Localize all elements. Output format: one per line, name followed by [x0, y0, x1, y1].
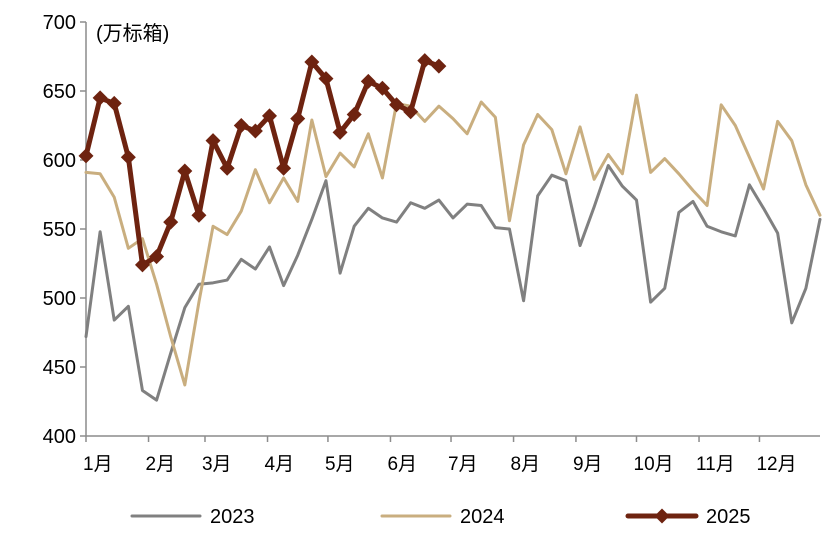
data-point	[78, 148, 94, 164]
data-point	[360, 73, 376, 89]
x-tick-label: 1月	[83, 454, 113, 475]
series-2025	[78, 53, 447, 273]
data-point	[332, 124, 348, 140]
series-2023	[84, 164, 822, 402]
y-tick-label: 450	[43, 357, 76, 379]
x-tick-label: 8月	[511, 454, 541, 475]
data-point	[149, 249, 165, 265]
y-tick-label: 550	[43, 219, 76, 241]
data-point	[205, 133, 221, 149]
x-tick-label: 5月	[325, 454, 355, 475]
series-line-2024	[84, 93, 822, 387]
data-point	[247, 123, 263, 139]
x-tick-label: 12月	[756, 454, 796, 475]
legend-label: 2024	[460, 506, 505, 528]
data-point	[290, 111, 306, 127]
y-tick-label: 500	[43, 288, 76, 310]
data-point	[134, 257, 150, 273]
y-tick-label: 400	[43, 426, 76, 448]
y-axis-label: (万标箱)	[96, 22, 169, 45]
data-point	[431, 58, 447, 74]
x-tick-label: 11月	[696, 454, 735, 475]
x-tick-label: 10月	[634, 454, 674, 475]
x-tick-label: 3月	[202, 454, 232, 475]
legend: 2023 2024 2025	[130, 506, 751, 528]
x-tick-label: 6月	[387, 454, 417, 475]
x-tick-label: 4月	[265, 454, 295, 475]
legend-item-2024: 2024	[380, 506, 505, 528]
data-point	[233, 118, 249, 133]
x-tick-label: 2月	[146, 454, 176, 475]
data-point	[120, 149, 136, 165]
legend-label: 2023	[210, 506, 255, 528]
y-tick-label: 700	[43, 12, 76, 34]
data-point	[177, 163, 193, 179]
data-point	[262, 108, 277, 124]
x-tick-label: 7月	[448, 454, 478, 475]
y-tick-label: 600	[43, 150, 76, 172]
legend-label: 2025	[706, 506, 751, 528]
data-point	[417, 53, 433, 69]
data-point	[389, 97, 405, 113]
legend-item-2025: 2025	[625, 506, 751, 528]
series-layer	[78, 53, 822, 402]
series-2024	[84, 93, 822, 387]
y-tick-label: 650	[43, 81, 76, 103]
x-tick-label: 9月	[573, 454, 603, 475]
data-point	[106, 95, 122, 111]
data-point	[318, 71, 334, 87]
data-point	[403, 104, 419, 120]
data-point	[346, 106, 362, 122]
data-point	[191, 207, 207, 223]
data-point	[304, 54, 320, 70]
data-point	[92, 90, 108, 106]
series-line-2023	[84, 164, 822, 402]
legend-item-2023: 2023	[130, 506, 255, 528]
data-point	[163, 214, 179, 230]
legend-marker	[654, 508, 670, 524]
data-point	[276, 160, 292, 176]
axes: 400 450 500 550 600 650 700 1月 2月 3月 4月 5月 6月 7月 8月 9月 1…	[43, 12, 820, 475]
data-point	[219, 160, 235, 176]
data-point	[374, 80, 390, 96]
